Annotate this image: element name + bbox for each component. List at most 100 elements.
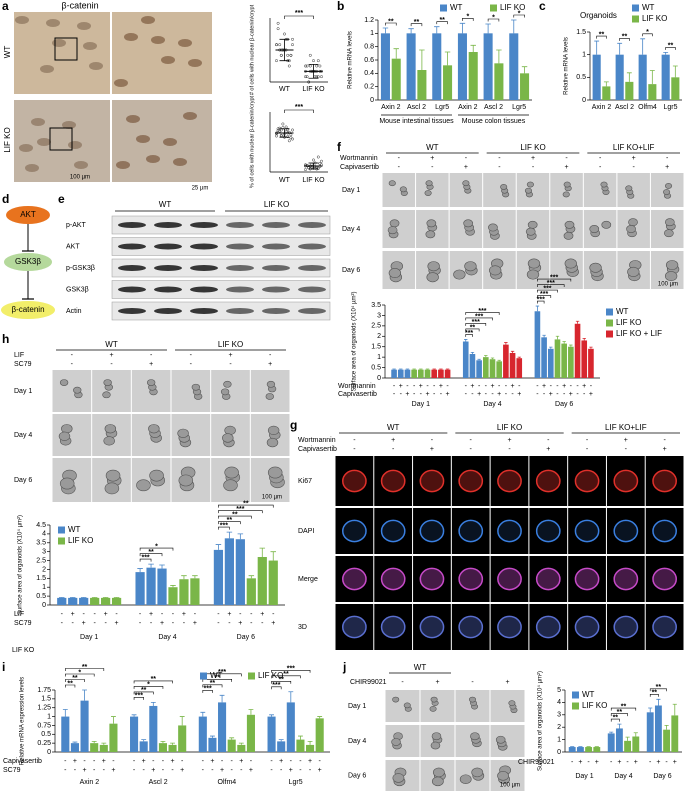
bar: [235, 539, 245, 605]
legend-label: LIF KO: [616, 318, 641, 327]
significance-bracket: [410, 23, 423, 27]
legend-label: WT: [68, 525, 81, 534]
micrograph: [420, 690, 455, 722]
bar: [444, 369, 451, 378]
significance-label: **: [82, 664, 88, 671]
y-tick-label: 1: [47, 713, 51, 720]
y-tick-label: 1.5: [371, 344, 381, 351]
node-label: GSK3β: [15, 257, 41, 266]
bar: [663, 729, 671, 752]
organoid: [564, 258, 577, 269]
bar: [227, 739, 236, 752]
treatment-sign: -: [231, 758, 234, 765]
error-bar: [425, 368, 430, 370]
tissue-stain: [62, 121, 76, 129]
group-header: LIF KO: [520, 143, 545, 152]
y-tick-label: 4: [557, 699, 561, 706]
organoid: [463, 219, 474, 228]
tissue-stain: [15, 16, 29, 24]
treatment-sign: +: [582, 383, 586, 390]
organoid: [574, 519, 600, 543]
panel-letter: c: [539, 0, 546, 13]
significance-bracket: [462, 18, 474, 21]
micrograph: [606, 556, 645, 602]
tissue-stain: [178, 39, 192, 47]
treatment-sign: +: [210, 758, 214, 765]
x-tick-label: Ascl 2: [407, 104, 426, 111]
organoid: [432, 767, 445, 778]
row-label: LIF KO: [3, 127, 12, 152]
tissue-stain: [40, 65, 54, 73]
data-point: [275, 134, 278, 138]
treatment-sign: -: [143, 767, 146, 774]
data-point: [279, 53, 283, 57]
significance-label: *: [492, 14, 495, 21]
treatment-sign: -: [162, 767, 165, 774]
significance-bracket: [218, 510, 263, 514]
organoid: [61, 424, 73, 434]
treatment-sign: -: [625, 446, 628, 453]
blot-band: [190, 286, 218, 293]
bar: [568, 747, 576, 752]
treatment-sign: -: [171, 767, 174, 774]
data-point: [278, 129, 282, 133]
treatment-sign: +: [505, 679, 509, 686]
bar: [417, 70, 427, 100]
x-tick-label: Lgr5: [663, 104, 677, 111]
significance-label: **: [232, 511, 238, 518]
error-bar: [649, 70, 655, 85]
significance-label: ***: [236, 506, 244, 513]
treatment-sign: -: [586, 446, 589, 453]
y-tick-label: 0.5: [576, 74, 586, 81]
error-bar: [575, 320, 580, 324]
error-bar: [69, 596, 76, 598]
organoid: [224, 466, 239, 479]
treatment-sign: -: [161, 611, 164, 618]
error-bar: [589, 346, 593, 349]
data-point: [289, 133, 293, 137]
error-bar: [160, 740, 166, 744]
treatment-sign: -: [228, 620, 231, 627]
significance-label: ***: [135, 693, 143, 700]
blot-band: [262, 243, 290, 250]
treatment-sign: -: [239, 611, 242, 618]
significance-bracket: [218, 515, 252, 519]
treatment-name: CHIR99021: [518, 759, 555, 766]
y-tick-label: 0: [47, 749, 51, 756]
significance-label: ***: [220, 522, 228, 529]
organoid: [429, 706, 437, 712]
blot-band: [298, 243, 326, 250]
data-point: [318, 165, 322, 169]
treatment-sign: +: [149, 611, 153, 618]
error-bar: [111, 716, 116, 724]
micrograph: [413, 604, 451, 650]
organoid: [626, 225, 636, 233]
y-tick-label: 3.5: [36, 540, 46, 547]
error-bar: [542, 334, 546, 338]
group-header: LIF KO+LIF: [613, 143, 655, 152]
bar: [509, 33, 519, 101]
y-axis-label: % of cells with nuclear β-catenin/crypt: [249, 95, 255, 188]
treatment-sign: +: [439, 383, 443, 390]
organoid: [380, 567, 406, 591]
treatment-sign: -: [543, 391, 546, 398]
legend-swatch: [58, 526, 65, 534]
error-bar: [192, 575, 198, 579]
organoid: [267, 466, 283, 479]
y-tick-label: 0: [42, 602, 46, 609]
micrograph: [382, 173, 416, 207]
organoid: [380, 519, 406, 543]
panel-letter: i: [2, 660, 5, 674]
error-bar: [521, 66, 528, 74]
treatment-sign: -: [83, 611, 86, 618]
treatment-sign: -: [485, 391, 488, 398]
micrograph: [645, 556, 684, 602]
tissue-stain: [52, 39, 66, 47]
organoid: [664, 218, 675, 227]
organoid: [563, 231, 574, 240]
treatment-sign: -: [202, 767, 205, 774]
micrograph: [490, 556, 529, 602]
treatment-sign: -: [471, 679, 474, 686]
group-header: WT: [105, 340, 118, 349]
